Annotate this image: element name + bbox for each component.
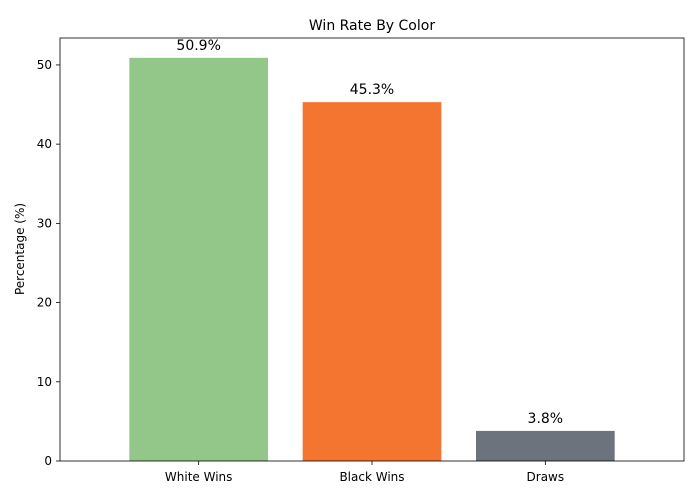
y-tick-label: 10 (37, 375, 52, 389)
data-label: 3.8% (528, 411, 564, 427)
data-label: 45.3% (350, 82, 394, 98)
bar-white-wins (129, 57, 268, 462)
chart-title: Win Rate By Color (309, 18, 435, 34)
y-tick-label: 0 (44, 454, 52, 468)
plot-area: 50.9% White Wins 45.3% Black Wins 3.8% Draws 0… (37, 37, 685, 484)
y-tick-label: 40 (37, 137, 52, 151)
y-tick-label: 50 (37, 58, 52, 72)
data-label: 50.9% (176, 38, 220, 54)
y-tick-label: 30 (37, 216, 52, 230)
x-tick-label: White Wins (165, 470, 233, 484)
bar-draws (476, 430, 615, 461)
bar-black-wins (302, 102, 442, 461)
y-tick-label: 20 (37, 296, 52, 310)
x-tick-label: Draws (527, 470, 565, 484)
y-axis-label: Percentage (%) (13, 203, 27, 295)
x-tick-label: Black Wins (339, 470, 404, 484)
plot-frame (59, 37, 685, 462)
